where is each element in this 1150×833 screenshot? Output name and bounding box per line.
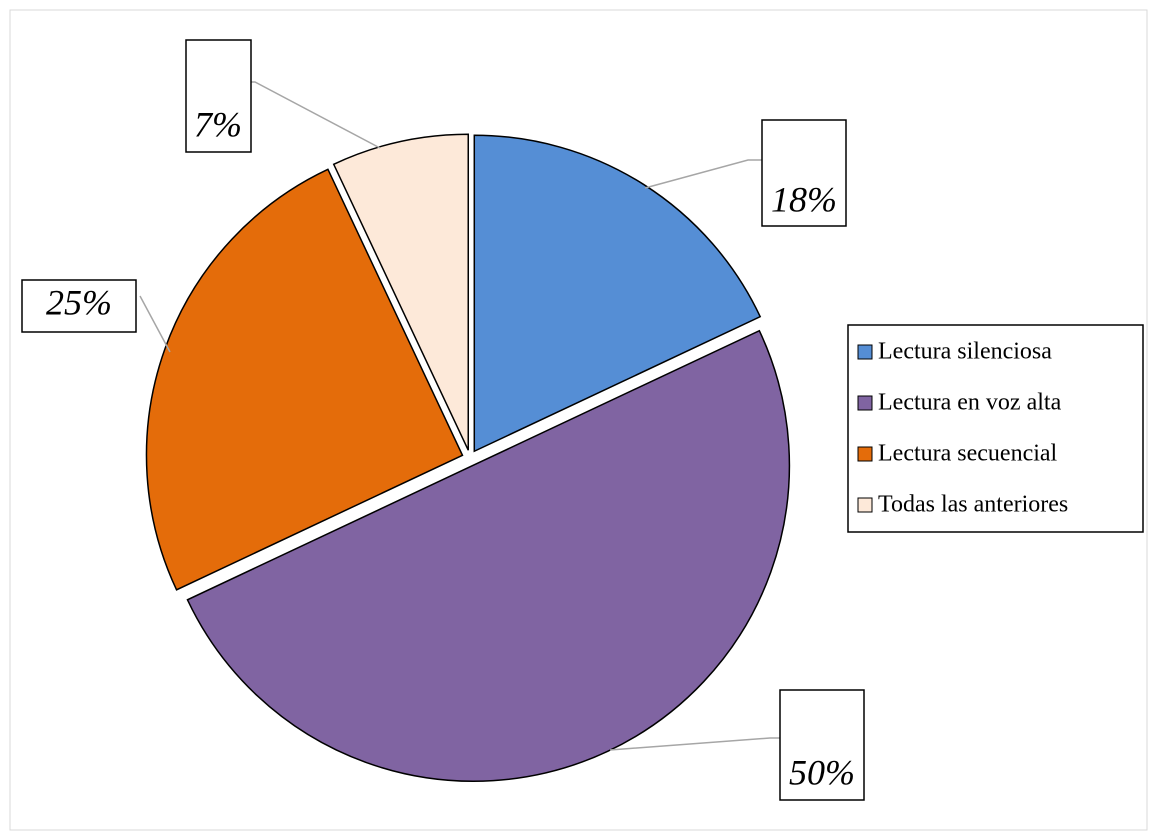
leader-line — [251, 81, 381, 149]
data-label: 50% — [789, 752, 855, 792]
data-label-box — [21, 279, 137, 333]
data-label-box — [761, 119, 847, 227]
pie-slice — [473, 134, 762, 453]
data-label: 25% — [46, 282, 112, 322]
data-label-box — [185, 39, 252, 153]
leader-line — [139, 295, 171, 353]
pie-slice — [186, 329, 791, 782]
data-label: 18% — [771, 179, 837, 219]
legend-swatch — [857, 446, 873, 462]
leader-line — [609, 737, 780, 751]
data-label-box — [779, 689, 865, 801]
legend-label: Lectura silenciosa — [878, 339, 1052, 365]
data-label: 7% — [194, 104, 242, 144]
legend-label: Lectura en voz alta — [878, 390, 1062, 416]
pie-slice — [145, 168, 464, 591]
legend-label: Todas las anteriores — [878, 492, 1068, 518]
legend-swatch — [857, 395, 873, 411]
legend-swatch — [857, 344, 873, 360]
leader-line — [644, 159, 762, 189]
pie-slice — [332, 133, 470, 451]
legend-label: Lectura secuencial — [878, 441, 1058, 467]
legend-swatch — [857, 497, 873, 513]
legend-box — [847, 324, 1144, 533]
